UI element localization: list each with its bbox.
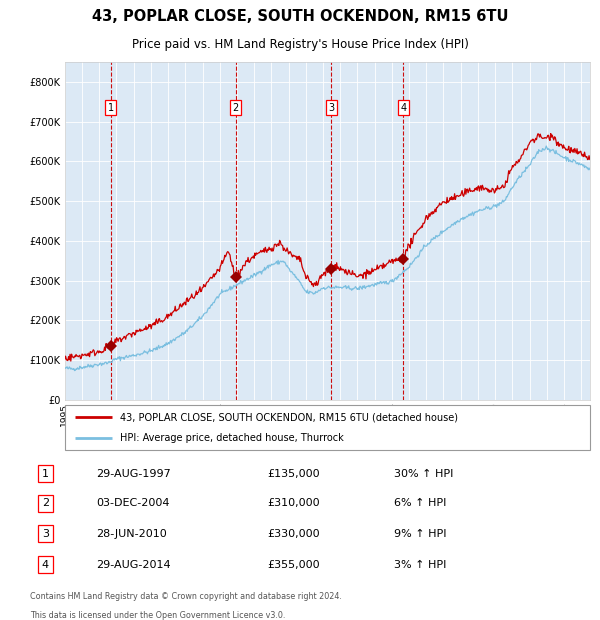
Text: 3% ↑ HPI: 3% ↑ HPI — [394, 560, 446, 570]
Text: £310,000: £310,000 — [268, 498, 320, 508]
Text: 9% ↑ HPI: 9% ↑ HPI — [394, 529, 447, 539]
Text: 28-JUN-2010: 28-JUN-2010 — [96, 529, 167, 539]
Text: £355,000: £355,000 — [268, 560, 320, 570]
Text: 29-AUG-2014: 29-AUG-2014 — [96, 560, 171, 570]
Text: 03-DEC-2004: 03-DEC-2004 — [96, 498, 170, 508]
Text: 1: 1 — [107, 103, 113, 113]
Text: 3: 3 — [42, 529, 49, 539]
Text: 4: 4 — [42, 560, 49, 570]
Text: 2: 2 — [42, 498, 49, 508]
Text: This data is licensed under the Open Government Licence v3.0.: This data is licensed under the Open Gov… — [30, 611, 286, 620]
Text: Price paid vs. HM Land Registry's House Price Index (HPI): Price paid vs. HM Land Registry's House … — [131, 38, 469, 51]
Text: 1: 1 — [42, 469, 49, 479]
Text: HPI: Average price, detached house, Thurrock: HPI: Average price, detached house, Thur… — [120, 433, 344, 443]
Text: 6% ↑ HPI: 6% ↑ HPI — [394, 498, 446, 508]
FancyBboxPatch shape — [65, 405, 590, 450]
Text: £135,000: £135,000 — [268, 469, 320, 479]
Text: 4: 4 — [400, 103, 406, 113]
Text: 43, POPLAR CLOSE, SOUTH OCKENDON, RM15 6TU (detached house): 43, POPLAR CLOSE, SOUTH OCKENDON, RM15 6… — [120, 412, 458, 422]
Text: 3: 3 — [328, 103, 334, 113]
Text: 30% ↑ HPI: 30% ↑ HPI — [394, 469, 454, 479]
Text: 2: 2 — [232, 103, 239, 113]
Text: Contains HM Land Registry data © Crown copyright and database right 2024.: Contains HM Land Registry data © Crown c… — [30, 592, 342, 601]
Text: £330,000: £330,000 — [268, 529, 320, 539]
Text: 43, POPLAR CLOSE, SOUTH OCKENDON, RM15 6TU: 43, POPLAR CLOSE, SOUTH OCKENDON, RM15 6… — [92, 9, 508, 24]
Text: 29-AUG-1997: 29-AUG-1997 — [96, 469, 171, 479]
